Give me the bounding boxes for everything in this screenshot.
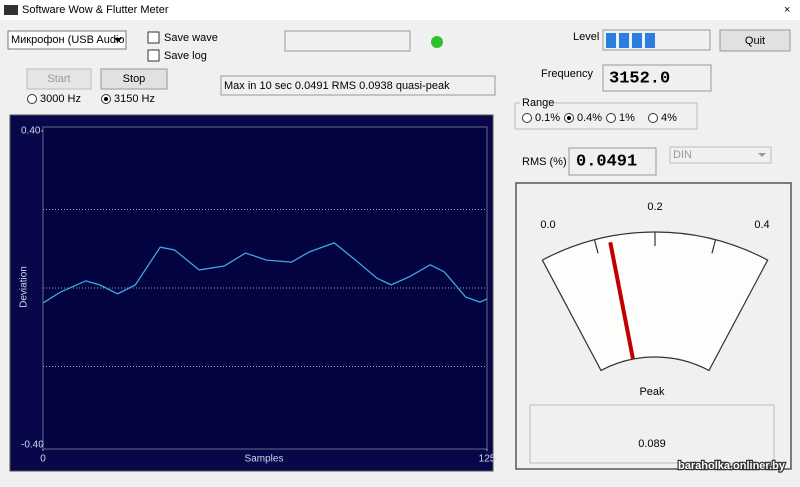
status-led	[431, 36, 443, 48]
radio-button[interactable]	[648, 113, 658, 123]
status-box	[220, 75, 496, 96]
meter-tick-label: 0.2	[647, 201, 662, 213]
dropdown-arrow	[758, 153, 766, 157]
radio-dot	[104, 97, 108, 101]
dropdown-arrow	[114, 38, 122, 42]
radio-dot	[567, 116, 571, 120]
window-title: Software Wow & Flutter Meter	[22, 4, 169, 16]
frequency-value: 3152.0	[609, 69, 670, 88]
radio-button[interactable]	[606, 113, 616, 123]
radio-label: 0.4%	[577, 112, 602, 124]
meter-tick	[711, 239, 717, 254]
radio-label: 3150 Hz	[114, 93, 155, 105]
quit-button[interactable]	[719, 29, 791, 52]
data-line	[42, 242, 488, 304]
meter-tick-label: 0.4	[754, 219, 769, 231]
radio-button[interactable]	[27, 94, 37, 104]
x-tick-label: 125	[479, 454, 496, 465]
button-label: Quit	[745, 35, 765, 47]
button-label: Start	[47, 73, 70, 85]
meter-tick	[593, 239, 599, 254]
y-tick-label: -0.40	[21, 440, 44, 451]
rms-value: 0.0491	[576, 152, 637, 171]
watermark: baraholka.onliner.by	[678, 460, 786, 472]
level-block	[606, 33, 616, 48]
start-button[interactable]	[26, 68, 92, 90]
peak-box	[529, 404, 775, 464]
close-button[interactable]: ×	[784, 4, 790, 16]
level-label: Level	[573, 31, 599, 43]
checkbox[interactable]	[147, 31, 160, 44]
radio-label: 3000 Hz	[40, 93, 81, 105]
range-label: Range	[522, 97, 554, 109]
frequency-label: Frequency	[541, 68, 593, 80]
range-label-bg	[520, 97, 552, 109]
weighting-select[interactable]	[669, 146, 772, 164]
level-block	[632, 33, 642, 48]
radio-button[interactable]	[522, 113, 532, 123]
level-block	[619, 33, 629, 48]
meter-needle	[608, 241, 635, 360]
y-axis-label: Deviation	[19, 266, 30, 308]
meter-face	[541, 231, 769, 372]
checkbox-label: Save wave	[164, 32, 218, 44]
checkbox[interactable]	[147, 49, 160, 62]
weighting-label: DIN	[673, 149, 692, 161]
button-label: Stop	[123, 73, 146, 85]
range-group	[514, 102, 698, 130]
device-label: Микрофон (USB Audio	[11, 34, 125, 46]
x-tick-label: 0	[40, 454, 46, 465]
stop-button[interactable]	[100, 68, 168, 90]
status-text: Max in 10 sec 0.0491 RMS 0.0938 quasi-pe…	[224, 80, 450, 92]
level-block	[645, 33, 655, 48]
frequency-box	[602, 64, 712, 92]
peak-value: 0.089	[638, 438, 666, 450]
rms-label: RMS (%)	[522, 156, 567, 168]
app-icon	[4, 5, 18, 15]
x-axis-label: Samples	[245, 454, 284, 465]
meter-tick-label: 0.0	[540, 219, 555, 231]
rms-box	[568, 147, 657, 176]
checkbox-label: Save log	[164, 50, 207, 62]
device-select[interactable]	[7, 30, 127, 50]
peak-label: Peak	[639, 386, 665, 398]
level-meter	[602, 29, 711, 51]
y-tick-label: 0.40	[21, 126, 41, 137]
progress-box	[284, 30, 411, 52]
radio-label: 1%	[619, 112, 635, 124]
radio-label: 4%	[661, 112, 677, 124]
title-bar	[0, 0, 800, 20]
radio-label: 0.1%	[535, 112, 560, 124]
